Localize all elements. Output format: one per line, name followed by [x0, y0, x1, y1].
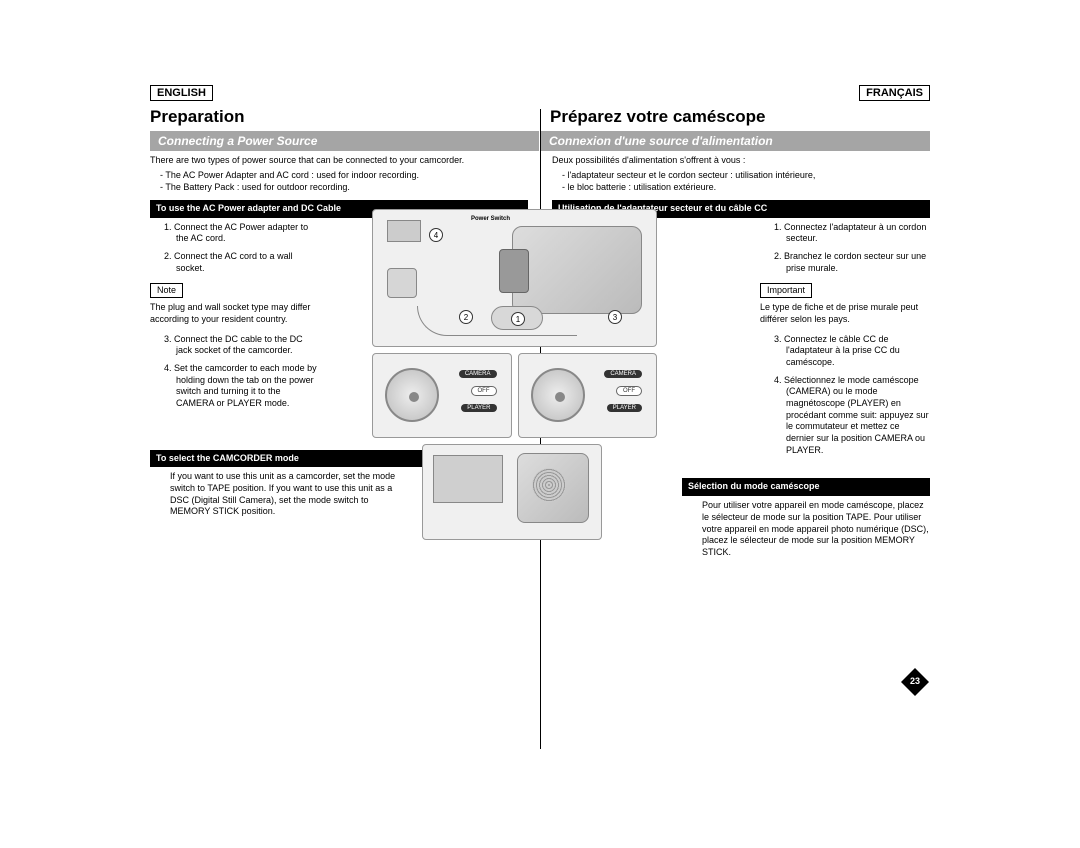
subheading-english: Connecting a Power Source: [150, 131, 539, 151]
section1-title-en: To use the AC Power adapter and DC Cable: [150, 200, 528, 218]
intro-fr: Deux possibilités d'alimentation s'offre…: [552, 155, 930, 167]
bullet-en-1: - The AC Power Adapter and AC cord : use…: [160, 170, 528, 182]
bullet-fr-2: - le bloc batterie : utilisation extérie…: [562, 182, 930, 194]
bullets-en: - The AC Power Adapter and AC cord : use…: [150, 170, 528, 194]
column-french: Deux possibilités d'alimentation s'offre…: [540, 155, 930, 559]
section2-text-en: If you want to use this unit as a camcor…: [150, 471, 410, 518]
step-fr-1: 1. Connectez l'adaptateur à un cordon se…: [774, 222, 930, 245]
page-number-badge: 23: [900, 667, 930, 697]
bullet-en-2: - The Battery Pack : used for outdoor re…: [160, 182, 528, 194]
heading-french: Préparez votre caméscope: [540, 105, 930, 131]
section2-title-fr: Sélection du mode caméscope: [682, 478, 930, 496]
column-english: There are two types of power source that…: [150, 155, 540, 559]
step-en-1: 1. Connect the AC Power adapter to the A…: [164, 222, 320, 245]
steps-b-en: 3. Connect the DC cable to the DC jack s…: [150, 334, 320, 410]
language-labels-row: ENGLISH FRANÇAIS: [150, 85, 930, 103]
section2-title-en: To select the CAMCORDER mode: [150, 450, 528, 468]
lang-french-label: FRANÇAIS: [859, 85, 930, 101]
bullets-fr: - l'adaptateur secteur et le cordon sect…: [552, 170, 930, 194]
column-divider: [540, 109, 541, 749]
step-fr-2: 2. Branchez le cordon secteur sur une pr…: [774, 251, 930, 274]
step-fr-4: 4. Sélectionnez le mode caméscope (CAMER…: [774, 375, 930, 457]
lang-english-label: ENGLISH: [150, 85, 213, 101]
section2-text-fr: Pour utiliser votre appareil en mode cam…: [682, 500, 932, 558]
content-row: There are two types of power source that…: [150, 155, 930, 559]
intro-en: There are two types of power source that…: [150, 155, 528, 167]
manual-page: ENGLISH FRANÇAIS Preparation Préparez vo…: [150, 85, 930, 559]
note-text-en: The plug and wall socket type may differ…: [150, 302, 320, 325]
steps-a-fr: 1. Connectez l'adaptateur à un cordon se…: [760, 222, 930, 275]
note-text-fr: Le type de fiche et de prise murale peut…: [760, 302, 930, 325]
step-en-2: 2. Connect the AC cord to a wall socket.: [164, 251, 320, 274]
subheading-french: Connexion d'une source d'alimentation: [541, 131, 930, 151]
bullet-fr-1: - l'adaptateur secteur et le cordon sect…: [562, 170, 930, 182]
steps-a-en: 1. Connect the AC Power adapter to the A…: [150, 222, 320, 275]
step-en-4: 4. Set the camcorder to each mode by hol…: [164, 363, 320, 410]
section1-title-fr: Utilisation de l'adaptateur secteur et d…: [552, 200, 930, 218]
step-fr-3: 3. Connectez le câble CC de l'adaptateur…: [774, 334, 930, 369]
page-number: 23: [900, 676, 930, 686]
note-label-en: Note: [150, 283, 183, 299]
note-label-fr: Important: [760, 283, 812, 299]
steps-b-fr: 3. Connectez le câble CC de l'adaptateur…: [760, 334, 930, 457]
right-steps-wrap: 1. Connectez l'adaptateur à un cordon se…: [760, 222, 930, 457]
step-en-3: 3. Connect the DC cable to the DC jack s…: [164, 334, 320, 357]
heading-english: Preparation: [150, 105, 540, 131]
